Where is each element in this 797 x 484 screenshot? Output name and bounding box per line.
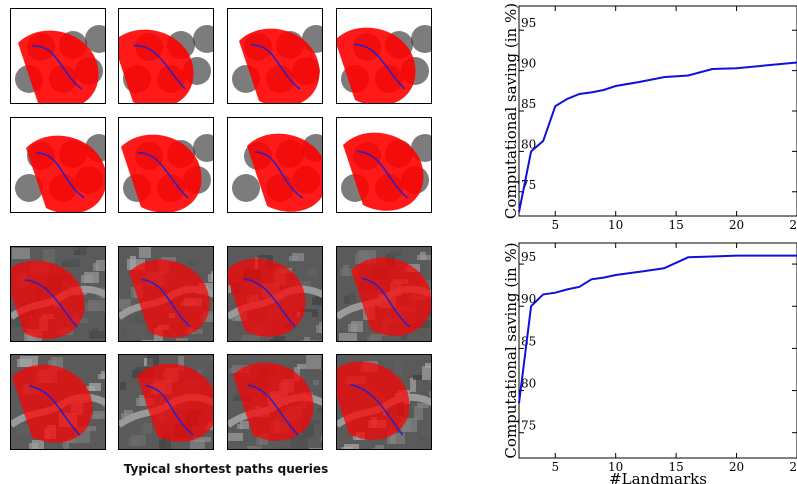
- y-tick-label: 90: [521, 292, 536, 306]
- plot-frame: [518, 242, 797, 459]
- y-axis-label: Computational saving (in %): [502, 3, 520, 219]
- query-tile: [10, 117, 106, 213]
- query-tile: [227, 8, 323, 104]
- y-tick-label: 80: [521, 137, 536, 151]
- query-tile: [227, 117, 323, 213]
- query-tile: [118, 354, 214, 450]
- x-tick-label: 10: [608, 218, 623, 232]
- query-tile: [227, 246, 323, 342]
- query-tile: [336, 246, 432, 342]
- x-tick-label: 20: [729, 218, 744, 232]
- x-tick-label: 5: [551, 460, 559, 474]
- x-tick-label: 20: [729, 460, 744, 474]
- query-tile: [118, 8, 214, 104]
- y-tick-label: 80: [521, 377, 536, 391]
- x-axis-label: #Landmarks: [609, 470, 707, 484]
- query-tile: [336, 8, 432, 104]
- query-tile: [336, 117, 432, 213]
- y-tick-label: 90: [521, 57, 536, 71]
- figure-caption: Typical shortest paths queries: [123, 462, 329, 476]
- query-tile: [10, 246, 106, 342]
- query-tile: [227, 354, 323, 450]
- query-tile: [10, 8, 106, 104]
- y-tick-label: 85: [521, 334, 536, 348]
- series-line: [518, 254, 797, 404]
- y-axis-label: Computational saving (in %): [502, 242, 520, 458]
- x-tick-label: 5: [551, 218, 559, 232]
- y-tick-label: 95: [521, 250, 536, 264]
- query-tile: [336, 354, 432, 450]
- y-tick-label: 85: [521, 97, 536, 111]
- x-tick-label: 15: [668, 218, 683, 232]
- query-tile: [118, 117, 214, 213]
- query-tile: [118, 246, 214, 342]
- y-tick-label: 95: [521, 16, 536, 30]
- series-line: [518, 61, 797, 213]
- x-tick-label: 25: [789, 218, 797, 232]
- x-tick-label: 10: [608, 460, 623, 474]
- x-tick-label: 25: [789, 460, 797, 474]
- x-tick-label: 15: [668, 460, 683, 474]
- query-tile: [10, 354, 106, 450]
- y-tick-label: 75: [521, 419, 536, 433]
